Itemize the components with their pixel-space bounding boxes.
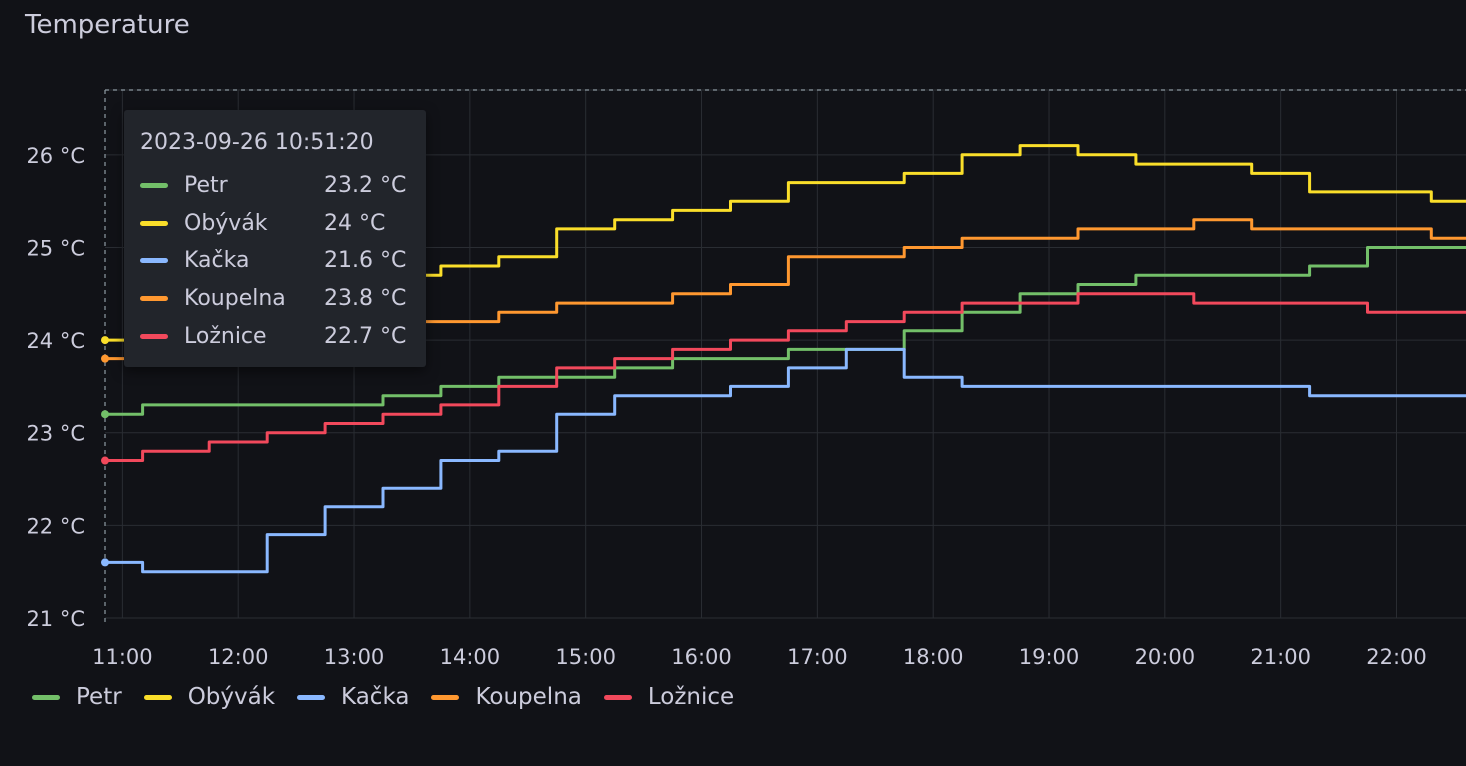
legend-label: Petr: [76, 684, 122, 710]
legend-swatch: [603, 694, 632, 700]
legend-item-petr[interactable]: Petr: [32, 684, 122, 710]
tooltip-row-kacka: Kačka 21.6 °C: [140, 242, 410, 280]
x-tick-label: 14:00: [440, 645, 501, 669]
hover-tooltip: 2023-09-26 10:51:20 Petr 23.2 °C Obývák …: [124, 110, 426, 367]
tooltip-series-name: Kačka: [184, 248, 250, 274]
tooltip-row-obyvak: Obývák 24 °C: [140, 205, 410, 243]
legend-swatch: [297, 694, 326, 700]
series-line-kačka: [103, 347, 1466, 574]
x-tick-label: 11:00: [92, 645, 153, 669]
x-tick-label: 18:00: [903, 645, 964, 669]
hover-point: [101, 456, 109, 465]
tooltip-series-name: Koupelna: [184, 286, 286, 312]
x-tick-label: 21:00: [1250, 645, 1311, 669]
tooltip-series-value: 21.6 °C: [324, 248, 407, 274]
legend-label: Kačka: [341, 684, 410, 710]
hover-point: [101, 558, 109, 567]
y-tick-label: 24 °C: [26, 329, 85, 353]
tooltip-time: 2023-09-26 10:51:20: [140, 130, 374, 155]
tooltip-swatch: [140, 333, 168, 339]
x-tick-label: 17:00: [787, 645, 848, 669]
tooltip-row-loznice: Ložnice 22.7 °C: [140, 317, 410, 355]
legend-label: Ložnice: [647, 684, 735, 710]
hover-point: [101, 336, 109, 345]
legend-item-kacka[interactable]: Kačka: [297, 684, 409, 710]
series-line-ložnice: [103, 292, 1466, 462]
tooltip-row-koupelna: Koupelna 23.8 °C: [140, 280, 410, 318]
y-tick-label: 21 °C: [26, 607, 85, 631]
x-tick-label: 15:00: [555, 645, 616, 669]
tooltip-series-value: 24 °C: [324, 210, 386, 236]
tooltip-series-value: 22.7 °C: [324, 323, 407, 349]
hover-point: [101, 410, 109, 419]
x-tick-label: 22:00: [1366, 645, 1427, 669]
tooltip-swatch: [140, 220, 168, 226]
x-tick-label: 12:00: [208, 645, 269, 669]
legend-swatch: [431, 694, 460, 700]
tooltip-series-name: Obývák: [184, 210, 268, 236]
tooltip-row-petr: Petr 23.2 °C: [140, 167, 410, 205]
tooltip-series-value: 23.8 °C: [324, 286, 407, 312]
legend-swatch: [32, 694, 60, 700]
series-line-petr: [103, 246, 1466, 416]
tooltip-swatch: [140, 183, 168, 189]
legend-item-koupelna[interactable]: Koupelna: [431, 684, 582, 710]
legend-item-obyvak[interactable]: Obývák: [143, 684, 276, 710]
legend-label: Koupelna: [475, 684, 582, 710]
tooltip-series-name: Petr: [184, 173, 228, 199]
tooltip-swatch: [140, 296, 168, 302]
legend-swatch: [143, 694, 172, 700]
tooltip-swatch: [140, 258, 168, 264]
y-tick-label: 26 °C: [26, 144, 85, 168]
y-tick-label: 23 °C: [26, 422, 85, 446]
x-tick-label: 16:00: [671, 645, 732, 669]
legend-label: Obývák: [187, 684, 276, 710]
x-tick-label: 20:00: [1135, 645, 1196, 669]
legend-item-loznice[interactable]: Ložnice: [603, 684, 735, 710]
y-tick-label: 22 °C: [26, 514, 85, 538]
x-tick-label: 13:00: [324, 645, 385, 669]
chart-legend: Petr Obývák Kačka Koupelna Ložnice: [32, 684, 756, 710]
x-tick-label: 19:00: [1019, 645, 1080, 669]
tooltip-series-name: Ložnice: [184, 323, 267, 349]
tooltip-series-value: 23.2 °C: [324, 173, 407, 199]
panel-title: Temperature: [25, 10, 190, 40]
hover-point: [101, 354, 109, 363]
y-tick-label: 25 °C: [26, 236, 85, 260]
